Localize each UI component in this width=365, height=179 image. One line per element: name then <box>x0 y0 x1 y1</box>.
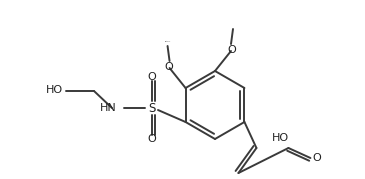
Text: O: O <box>228 45 237 55</box>
Text: HO: HO <box>272 133 289 143</box>
Text: S: S <box>148 101 156 115</box>
Text: HN: HN <box>100 103 117 113</box>
Text: HO: HO <box>46 85 63 95</box>
Text: O: O <box>164 62 173 72</box>
Text: O: O <box>312 153 321 163</box>
Text: O: O <box>147 72 156 82</box>
Text: O: O <box>147 134 156 144</box>
Text: methoxy: methoxy <box>164 40 171 42</box>
